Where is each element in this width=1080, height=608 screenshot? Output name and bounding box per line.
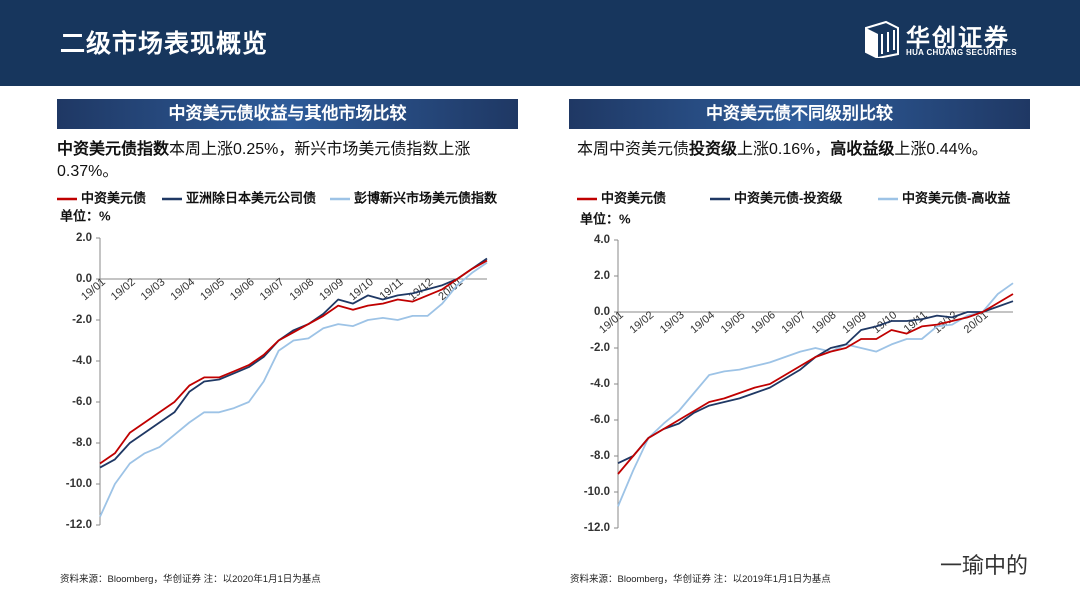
header-bar — [0, 0, 1080, 86]
x-tick-label: 19/03 — [658, 309, 687, 336]
legend-label: 中资美元债 — [81, 190, 146, 205]
y-tick-label: 0.0 — [76, 273, 92, 285]
x-tick-label: 19/06 — [228, 276, 257, 303]
unit-label: 单位：% — [60, 208, 111, 223]
watermark: 一瑜中的 — [940, 553, 1029, 578]
logo-text: 华创证券 — [906, 25, 1010, 52]
text-segment: 本周上涨0.25%，新兴市场美元债指数上涨0.37%。 — [57, 141, 471, 180]
text-segment: 本周中资美元债 — [577, 141, 690, 158]
y-tick-label: -2.0 — [72, 314, 92, 326]
source-note: 资料来源：Bloomberg，华创证券 注：以2019年1月1日为基点 — [570, 574, 831, 585]
y-tick-label: -8.0 — [590, 450, 610, 462]
y-tick-label: -6.0 — [590, 414, 610, 426]
y-tick-label: 4.0 — [594, 234, 610, 246]
y-tick-label: -10.0 — [66, 478, 92, 490]
x-tick-label: 19/05 — [198, 276, 227, 303]
y-tick-label: 2.0 — [594, 270, 610, 282]
logo-icon — [865, 20, 899, 58]
source-note: 资料来源：Bloomberg，华创证券 注：以2020年1月1日为基点 — [60, 574, 321, 585]
y-tick-label: -2.0 — [590, 342, 610, 354]
legend-label: 中资美元债-投资级 — [734, 190, 843, 205]
panel-title: 中资美元债收益与其他市场比较 — [57, 99, 518, 129]
x-tick-label: 19/08 — [288, 276, 317, 303]
text-segment: 高收益级 — [830, 141, 895, 158]
text-segment: 上涨0.44%。 — [894, 141, 988, 158]
y-tick-label: -4.0 — [590, 378, 610, 390]
text-segment: 上涨0.16%， — [737, 141, 831, 158]
text-segment: 中资美元债指数 — [57, 141, 170, 158]
y-tick-label: -10.0 — [584, 486, 610, 498]
panel-text: 本周中资美元债投资级上涨0.16%，高收益级上涨0.44%。 — [577, 139, 1032, 161]
series-line — [617, 282, 1014, 507]
y-tick-label: -12.0 — [584, 522, 610, 534]
series-line — [99, 257, 488, 469]
series-line — [99, 261, 488, 518]
x-tick-label: 19/11 — [902, 309, 930, 335]
panel-title: 中资美元债不同级别比较 — [569, 99, 1030, 129]
slide-title: 二级市场表现概览 — [60, 30, 269, 58]
logo-subtext: HUA CHUANG SECURITIES — [906, 48, 1017, 57]
x-tick-label: 19/03 — [139, 276, 168, 303]
series-line — [617, 293, 1014, 475]
panel-text: 中资美元债指数本周上涨0.25%，新兴市场美元债指数上涨0.37%。 — [57, 139, 512, 183]
unit-label: 单位：% — [580, 211, 631, 226]
y-tick-label: 0.0 — [594, 306, 610, 318]
legend-label: 亚洲除日本美元公司债 — [186, 190, 316, 205]
x-tick-label: 19/04 — [688, 309, 717, 336]
x-tick-label: 19/05 — [719, 309, 748, 336]
y-tick-label: -4.0 — [72, 355, 92, 367]
text-segment: 投资级 — [689, 141, 738, 158]
x-tick-label: 19/09 — [317, 276, 346, 303]
x-tick-label: 19/06 — [749, 309, 778, 336]
x-tick-label: 19/02 — [109, 276, 138, 303]
x-tick-label: 19/09 — [840, 309, 869, 336]
x-tick-label: 19/07 — [258, 276, 287, 303]
y-tick-label: -12.0 — [66, 519, 92, 531]
y-tick-label: 2.0 — [76, 232, 92, 244]
x-tick-label: 19/07 — [779, 309, 808, 336]
x-tick-label: 19/04 — [168, 276, 197, 303]
x-tick-label: 19/08 — [810, 309, 839, 336]
y-tick-label: -8.0 — [72, 437, 92, 449]
legend-label: 中资美元债-高收益 — [902, 190, 1010, 205]
y-tick-label: -6.0 — [72, 396, 92, 408]
x-tick-label: 19/02 — [628, 309, 657, 336]
legend-label: 彭博新兴市场美元债指数 — [354, 190, 498, 205]
series-line — [99, 259, 488, 465]
legend-label: 中资美元债 — [601, 190, 666, 205]
